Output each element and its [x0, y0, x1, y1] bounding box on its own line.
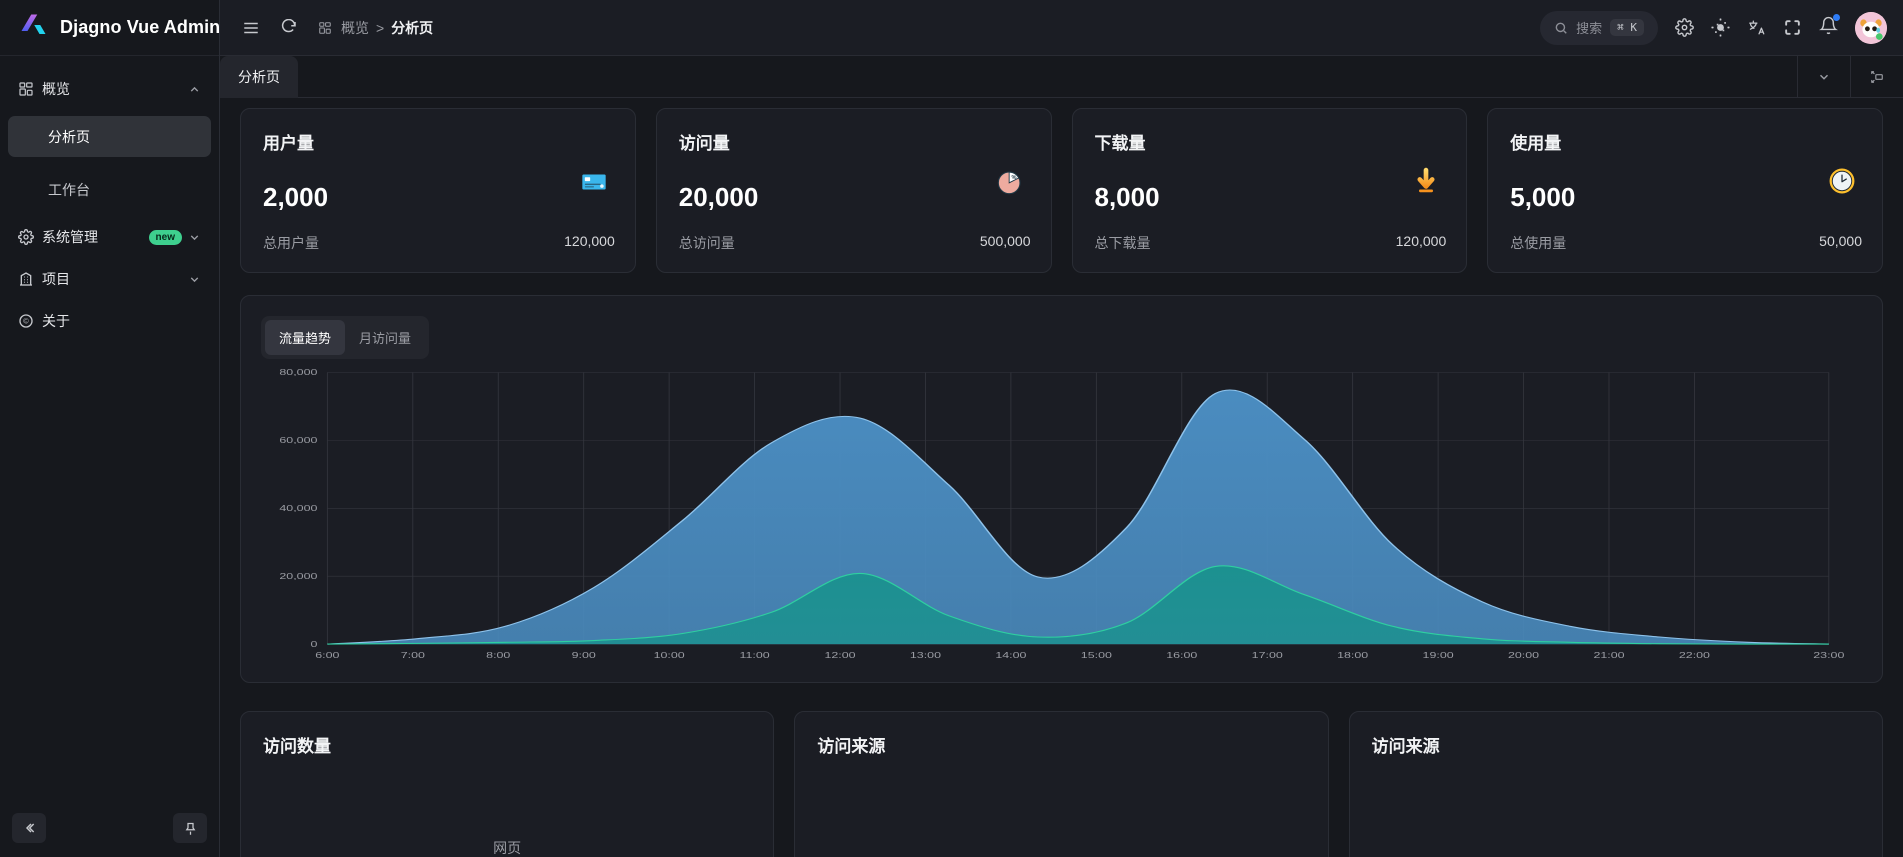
svg-text:%: % — [1011, 175, 1016, 181]
svg-text:22:00: 22:00 — [1679, 651, 1710, 660]
svg-text:14:00: 14:00 — [995, 651, 1026, 660]
svg-text:19:00: 19:00 — [1423, 651, 1454, 660]
svg-text:10:00: 10:00 — [654, 651, 685, 660]
svg-text:20,000: 20,000 — [279, 572, 317, 581]
svg-text:15:00: 15:00 — [1081, 651, 1112, 660]
svg-text:21:00: 21:00 — [1593, 651, 1624, 660]
svg-text:9:00: 9:00 — [572, 651, 596, 660]
svg-text:40,000: 40,000 — [279, 504, 317, 513]
svg-text:20:00: 20:00 — [1508, 651, 1539, 660]
svg-text:13:00: 13:00 — [910, 651, 941, 660]
svg-text:12:00: 12:00 — [824, 651, 855, 660]
svg-text:8:00: 8:00 — [486, 651, 510, 660]
svg-text:23:00: 23:00 — [1813, 651, 1844, 660]
svg-text:6:00: 6:00 — [315, 651, 339, 660]
svg-text:11:00: 11:00 — [739, 651, 769, 660]
svg-text:16:00: 16:00 — [1166, 651, 1197, 660]
svg-text:0: 0 — [310, 640, 317, 649]
svg-text:17:00: 17:00 — [1252, 651, 1283, 660]
svg-text:©: © — [23, 317, 29, 326]
svg-text:18:00: 18:00 — [1337, 651, 1368, 660]
svg-text:80,000: 80,000 — [279, 368, 317, 377]
svg-text:60,000: 60,000 — [279, 436, 317, 445]
svg-text:7:00: 7:00 — [401, 651, 425, 660]
